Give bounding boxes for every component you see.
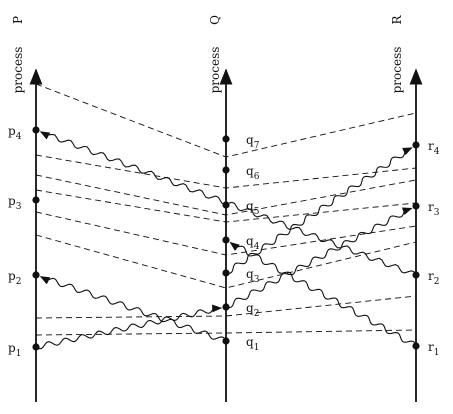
event-label-q4: q4 [246, 234, 260, 252]
process-p-letter: P [11, 16, 25, 24]
event-dot-q7 [222, 135, 230, 143]
process-r-letter: R [390, 15, 404, 25]
event-dot-r4 [412, 141, 420, 149]
event-dot-q1 [222, 337, 230, 345]
event-label-p1: p1 [8, 341, 21, 359]
event-label-q1: q1 [246, 335, 259, 353]
event-dot-q6 [222, 166, 230, 174]
event-dot-p1 [32, 343, 40, 351]
event-dot-r2 [412, 271, 420, 279]
message-q2-to-r3 [225, 207, 413, 309]
event-dot-p2 [32, 271, 40, 279]
process-lines [29, 68, 423, 402]
process-r-caption: process [390, 47, 404, 94]
event-dot-q2 [222, 303, 230, 311]
event-dot-p4 [32, 126, 40, 134]
process-p-caption: process [11, 47, 25, 94]
event-dot-p3 [32, 196, 40, 204]
process-labels: P process Q process R process [11, 15, 404, 94]
event-label-q3: q3 [246, 267, 260, 285]
event-dot-q3 [222, 269, 230, 277]
event-dot-r3 [412, 202, 420, 210]
message-r1-to-q4 [229, 241, 417, 347]
tick-line [35, 234, 417, 289]
event-dots [32, 126, 420, 351]
event-label-r4: r4 [428, 139, 440, 157]
event-dot-q5 [222, 201, 230, 209]
event-label-r3: r3 [428, 200, 440, 218]
event-label-q2: q2 [246, 301, 259, 319]
event-label-p3: p3 [8, 194, 22, 212]
event-label-p4: p4 [8, 124, 22, 142]
event-label-q7: q7 [246, 133, 260, 151]
process-q-letter: Q [208, 15, 222, 25]
event-labels: p1 p2 p3 p4 q1 q2 q3 q4 q5 q6 q7 r1 r2 r3 r4 [8, 124, 440, 359]
event-label-r1: r1 [428, 340, 439, 358]
event-label-q6: q6 [246, 164, 260, 182]
event-label-p2: p2 [8, 269, 21, 287]
event-label-r2: r2 [428, 269, 439, 287]
event-dot-r1 [412, 342, 420, 350]
event-label-q5: q5 [246, 199, 260, 217]
message-q1-to-p2 [39, 276, 227, 342]
message-q3-to-r4 [225, 147, 413, 274]
event-dot-q4 [222, 236, 230, 244]
message-p1-to-q2 [35, 304, 223, 350]
message-arrows [35, 131, 417, 350]
process-q-caption: process [208, 47, 222, 94]
